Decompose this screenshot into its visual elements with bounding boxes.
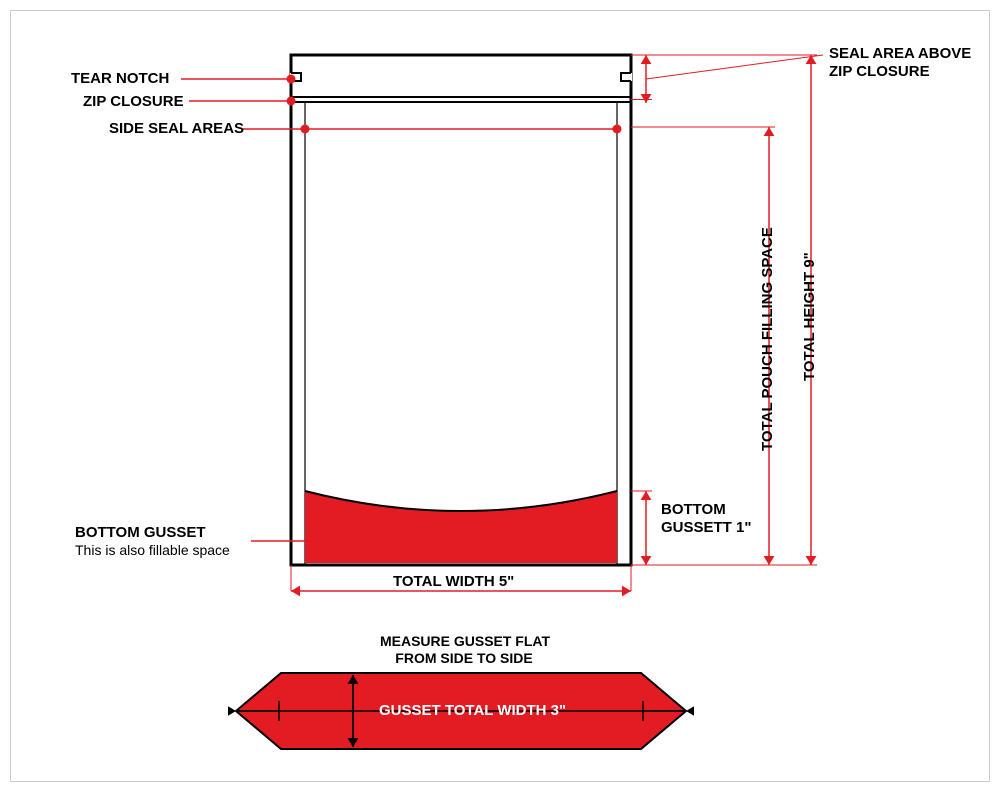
label-bottom-gussett-dim-1: BOTTOM: [661, 501, 726, 518]
label-seal-area-above-1: SEAL AREA ABOVE: [829, 45, 971, 62]
label-measure-gusset-1: MEASURE GUSSET FLAT: [375, 633, 555, 649]
label-seal-area-above-2: ZIP CLOSURE: [829, 63, 930, 80]
label-bottom-gusset-sub: This is also fillable space: [75, 542, 230, 558]
label-total-height: TOTAL HEIGHT 9": [801, 252, 818, 381]
label-side-seal-areas: SIDE SEAL AREAS: [109, 120, 244, 137]
label-gusset-total-width: GUSSET TOTAL WIDTH 3": [379, 702, 566, 719]
label-bottom-gusset: BOTTOM GUSSET: [75, 524, 206, 541]
label-measure-gusset-2: FROM SIDE TO SIDE: [389, 650, 539, 666]
label-tear-notch: TEAR NOTCH: [71, 70, 169, 87]
label-filling-space: TOTAL POUCH FILLING SPACE: [759, 227, 776, 451]
label-bottom-gussett-dim-2: GUSSETT 1": [661, 519, 751, 536]
label-zip-closure: ZIP CLOSURE: [83, 93, 184, 110]
diagram-frame: TEAR NOTCH ZIP CLOSURE SIDE SEAL AREAS B…: [10, 10, 990, 782]
label-total-width: TOTAL WIDTH 5": [393, 573, 514, 590]
